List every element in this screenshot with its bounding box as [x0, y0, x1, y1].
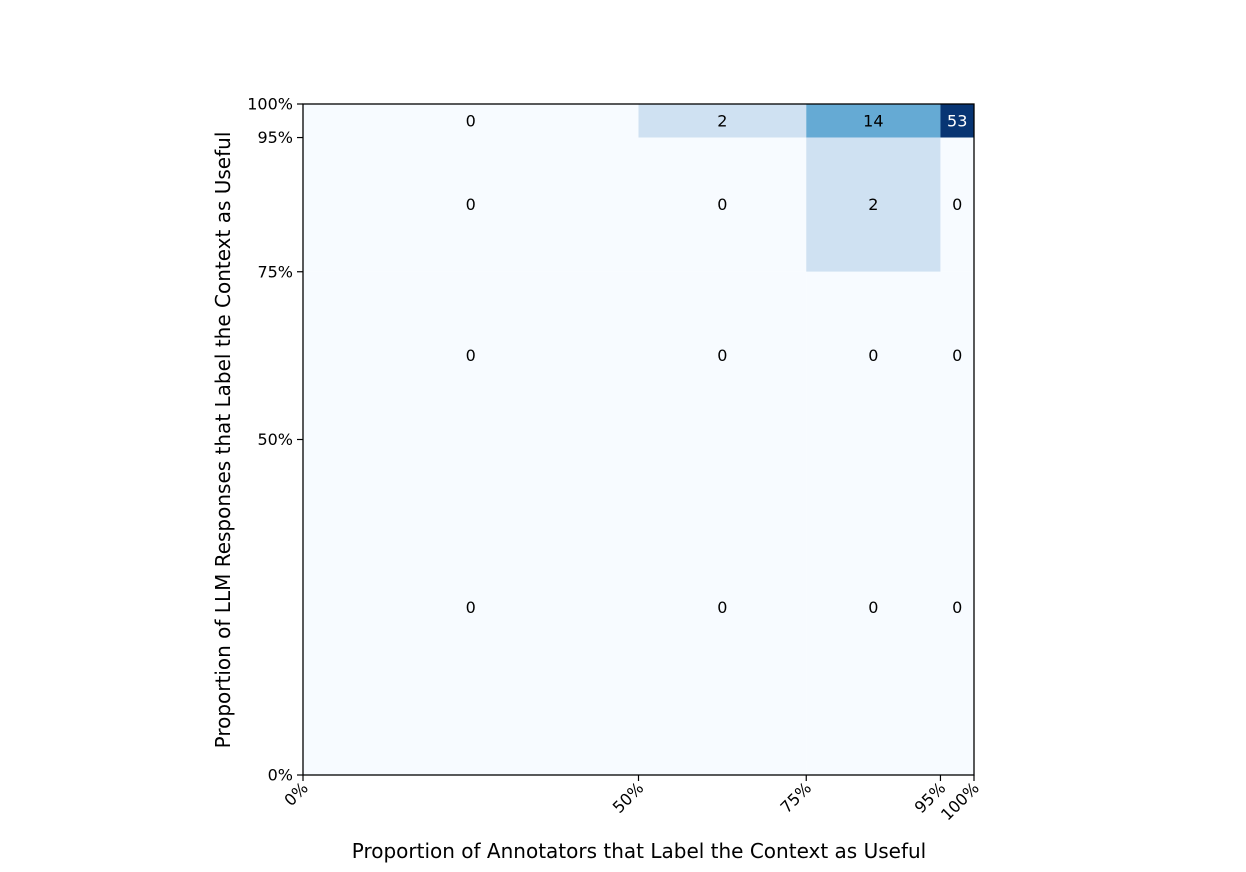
x-tick-label: 100%	[937, 778, 983, 824]
heatmap-cell	[303, 137, 639, 272]
heatmap-cell	[806, 271, 941, 440]
heatmap-cell	[303, 439, 639, 775]
x-tick-label: 50%	[609, 778, 648, 817]
cell-value-label: 0	[868, 346, 878, 365]
cell-value-label: 2	[868, 195, 878, 214]
heatmap-cell	[940, 439, 974, 775]
cell-value-labels: 0 2 14 53 0 0 2 0 0 0 0 0 0 0 0 0	[466, 111, 968, 616]
y-tick-label: 95%	[257, 128, 293, 147]
cell-value-label: 0	[952, 598, 962, 617]
cell-value-label: 0	[466, 598, 476, 617]
y-tick-label: 100%	[247, 95, 293, 114]
cell-value-label: 0	[466, 346, 476, 365]
cell-value-label: 0	[717, 598, 727, 617]
heatmap-cell	[806, 104, 941, 138]
cell-value-label: 0	[717, 346, 727, 365]
cell-value-label: 0	[952, 346, 962, 365]
cell-value-label: 0	[466, 111, 476, 130]
heatmap-cell	[806, 137, 941, 272]
y-tick-label: 75%	[257, 262, 293, 281]
heatmap-cell	[638, 137, 807, 272]
cell-value-label: 0	[868, 598, 878, 617]
heatmap-cell	[638, 104, 807, 138]
heatmap-cell	[303, 104, 639, 138]
heatmap-cell	[806, 439, 941, 775]
cell-value-label: 0	[952, 195, 962, 214]
heatmap-cell	[638, 271, 807, 440]
x-axis-ticks: 0% 50% 75% 95%100%	[280, 775, 983, 824]
cell-value-label: 53	[947, 111, 967, 130]
heatmap-cell	[638, 439, 807, 775]
y-tick-label: 0%	[268, 766, 293, 785]
y-tick-label: 50%	[257, 430, 293, 449]
cell-value-label: 14	[863, 111, 883, 130]
heatmap-cells	[303, 104, 974, 775]
heatmap-cell	[940, 271, 974, 440]
y-axis-label: Proportion of LLM Responses that Label t…	[211, 132, 235, 749]
heatmap-cell	[303, 271, 639, 440]
cell-value-label: 0	[466, 195, 476, 214]
cell-value-label: 0	[717, 195, 727, 214]
y-axis-ticks: 0% 50% 75% 95% 100%	[247, 95, 303, 785]
x-axis-label: Proportion of Annotators that Label the …	[352, 839, 926, 863]
heatmap-cell	[940, 104, 974, 138]
heatmap-cell	[940, 137, 974, 272]
x-tick-label: 75%	[776, 778, 815, 817]
cell-value-label: 2	[717, 111, 727, 130]
